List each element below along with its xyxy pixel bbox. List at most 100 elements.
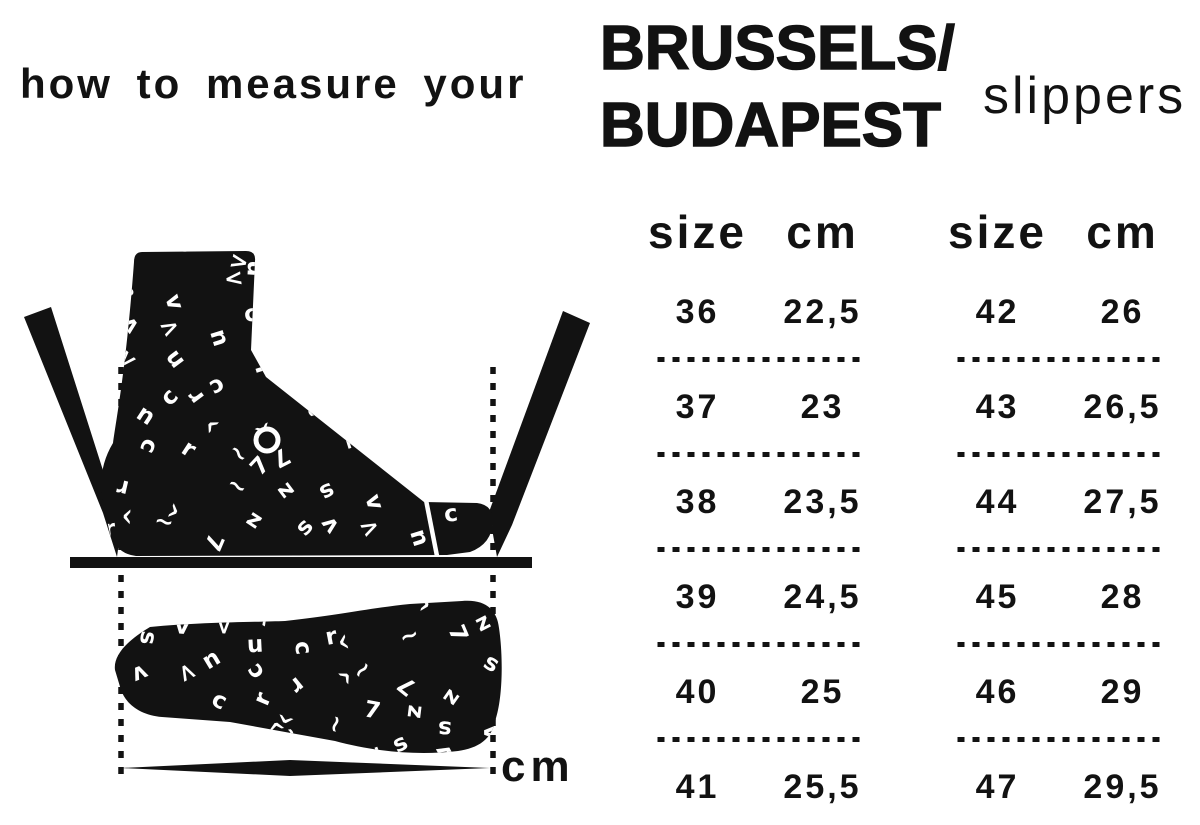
size-value: 42 xyxy=(975,293,1020,331)
svg-text:v: v xyxy=(454,410,484,434)
size-row: 39 24,5 xyxy=(635,550,885,647)
svg-text:z: z xyxy=(136,581,163,609)
dotted-row-separator xyxy=(657,737,863,742)
dotted-row-separator xyxy=(957,452,1163,457)
svg-text:r: r xyxy=(320,280,349,301)
dotted-row-separator xyxy=(657,547,863,552)
size-table-men: size cm 42 26 43 26,5 44 27,5 45 28 46 29 47 29,5 xyxy=(935,205,1185,825)
svg-text:z: z xyxy=(400,703,427,719)
svg-text:n: n xyxy=(473,445,503,470)
svg-text:~: ~ xyxy=(445,575,468,604)
svg-text:7: 7 xyxy=(68,242,94,272)
svg-text:7: 7 xyxy=(407,315,435,346)
svg-text:c: c xyxy=(243,300,260,327)
svg-text:~: ~ xyxy=(410,259,442,291)
svg-text:~: ~ xyxy=(362,315,393,343)
svg-text:z: z xyxy=(359,743,388,765)
svg-text:<: < xyxy=(497,385,527,417)
svg-text:n: n xyxy=(128,740,155,758)
dotted-row-separator xyxy=(957,357,1163,362)
left-pencil-icon xyxy=(24,307,121,557)
svg-text:7: 7 xyxy=(479,241,509,264)
cm-value: 23 xyxy=(800,388,845,426)
svg-text:z: z xyxy=(92,618,111,646)
size-row: 40 25 xyxy=(635,645,885,742)
svg-text:n: n xyxy=(440,460,467,478)
svg-text:n: n xyxy=(164,723,195,750)
svg-text:^: ^ xyxy=(288,335,310,363)
svg-text:c: c xyxy=(306,591,335,613)
size-value: 45 xyxy=(975,578,1020,616)
size-row: 36 22,5 xyxy=(635,265,885,362)
svg-text:z: z xyxy=(139,231,168,251)
size-row: 41 25,5 xyxy=(635,740,885,825)
brand-title: BRUSSELS/ BUDAPEST xyxy=(599,10,955,164)
svg-text:s: s xyxy=(481,322,510,349)
size-table-rows: 42 26 43 26,5 44 27,5 45 28 46 29 47 29,5 xyxy=(935,265,1185,825)
svg-text:~: ~ xyxy=(305,352,332,373)
brand-line-2: BUDAPEST xyxy=(599,90,942,161)
svg-text:^: ^ xyxy=(362,280,392,312)
size-table-header: size cm xyxy=(935,205,1185,258)
svg-text:c: c xyxy=(342,230,368,249)
svg-text:^: ^ xyxy=(317,317,342,347)
size-table-women: size cm 36 22,5 37 23 38 23,5 39 24,5 40 25 41 25,5 xyxy=(635,205,885,825)
floor-line xyxy=(70,557,532,568)
cm-column-header: cm xyxy=(1086,206,1159,258)
size-value: 38 xyxy=(675,483,720,521)
unit-label: cm xyxy=(501,742,575,791)
size-value: 37 xyxy=(675,388,720,426)
cm-value: 23,5 xyxy=(783,483,862,521)
cm-column-header: cm xyxy=(786,206,859,258)
size-value: 40 xyxy=(675,673,720,711)
svg-text:n: n xyxy=(246,633,264,660)
svg-text:r: r xyxy=(365,230,392,256)
svg-text:r: r xyxy=(365,580,384,608)
svg-text:v: v xyxy=(359,491,388,513)
product-name: slippers xyxy=(983,67,1187,125)
svg-text:v: v xyxy=(173,613,190,640)
svg-text:<: < xyxy=(223,265,245,293)
svg-text:^: ^ xyxy=(266,718,289,747)
svg-text:7: 7 xyxy=(362,696,383,725)
svg-text:z: z xyxy=(480,287,504,316)
size-value: 39 xyxy=(675,578,720,616)
svg-text:~: ~ xyxy=(294,396,325,422)
dotted-row-separator xyxy=(657,452,863,457)
svg-text:^: ^ xyxy=(387,230,419,254)
size-value: 43 xyxy=(975,388,1020,426)
svg-text:r: r xyxy=(485,524,512,537)
svg-text:n: n xyxy=(240,260,267,278)
size-row: 44 27,5 xyxy=(935,455,1185,552)
svg-text:s: s xyxy=(134,629,162,647)
size-row: 42 26 xyxy=(935,265,1185,362)
cm-value: 25 xyxy=(800,673,845,711)
size-row: 38 23,5 xyxy=(635,455,885,552)
size-table-rows: 36 22,5 37 23 38 23,5 39 24,5 40 25 41 25,5 xyxy=(635,265,885,825)
right-pencil-icon xyxy=(489,311,590,557)
dotted-row-separator xyxy=(957,737,1163,742)
toe-separation-line xyxy=(423,499,440,557)
dotted-row-separator xyxy=(657,357,863,362)
svg-text:z: z xyxy=(350,393,377,408)
svg-text:s: s xyxy=(387,388,406,416)
svg-text:7: 7 xyxy=(333,395,352,423)
svg-text:7: 7 xyxy=(365,353,386,382)
svg-text:<: < xyxy=(423,465,445,493)
cm-value: 26 xyxy=(1100,293,1145,331)
cm-value: 22,5 xyxy=(783,293,862,331)
svg-text:<: < xyxy=(227,247,252,277)
svg-text:r: r xyxy=(285,324,312,337)
size-column-header: size xyxy=(948,206,1047,258)
dotted-row-separator xyxy=(957,547,1163,552)
svg-text:c: c xyxy=(289,640,316,657)
cm-value: 29,5 xyxy=(1083,768,1162,806)
svg-text:n: n xyxy=(404,526,434,549)
svg-text:s: s xyxy=(437,715,452,742)
page-title: how to measure your xyxy=(20,60,527,107)
svg-text:s: s xyxy=(452,350,478,379)
size-row: 43 26,5 xyxy=(935,360,1185,457)
size-value: 41 xyxy=(675,768,720,806)
svg-text:v: v xyxy=(206,589,233,619)
svg-text:n: n xyxy=(273,245,303,270)
